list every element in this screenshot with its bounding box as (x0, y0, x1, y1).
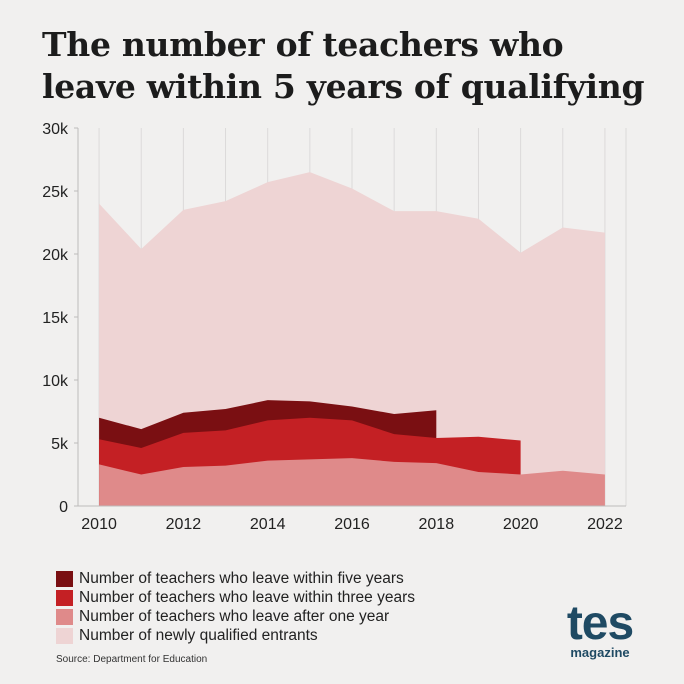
area-series (99, 172, 605, 506)
source-note: Source: Department for Education (56, 654, 208, 665)
legend-item: Number of newly qualified entrants (56, 626, 415, 645)
x-tick-label: 2014 (250, 516, 286, 533)
tes-magazine-logo: tes magazine (560, 597, 640, 660)
y-tick-label: 25k (42, 184, 69, 201)
y-tick-label: 20k (42, 247, 69, 264)
legend-swatch (56, 589, 73, 606)
legend-label: Number of teachers who leave after one y… (79, 607, 390, 625)
legend-swatch (56, 608, 73, 625)
axes: 0 5k 10k 15k 20k 25k 30k 2010 2012 2014 2016 2018 20… (42, 121, 626, 533)
y-tick-label: 0 (59, 499, 68, 516)
legend-item: Number of teachers who leave after one y… (56, 607, 415, 626)
legend-label: Number of teachers who leave within thre… (79, 588, 415, 606)
x-tick-label: 2018 (419, 516, 455, 533)
y-tick-label: 5k (51, 436, 69, 453)
y-tick-label: 10k (42, 373, 69, 390)
legend-item: Number of teachers who leave within five… (56, 569, 415, 588)
area-chart: 0 5k 10k 15k 20k 25k 30k 2010 2012 2014 2016 2018 20… (42, 121, 627, 533)
x-tick-label: 2020 (503, 516, 539, 533)
x-tick-label: 2012 (166, 516, 202, 533)
x-tick-label: 2016 (334, 516, 370, 533)
y-tick-label: 15k (42, 310, 69, 327)
chart-title: The number of teachers who leave within … (42, 25, 645, 106)
legend: Number of teachers who leave within five… (56, 569, 415, 645)
x-tick-label: 2010 (81, 516, 117, 533)
logo-brand: tes (566, 597, 634, 650)
logo-sub: magazine (570, 645, 630, 660)
legend-label: Number of newly qualified entrants (79, 626, 318, 644)
legend-item: Number of teachers who leave within thre… (56, 588, 415, 607)
x-tick-label: 2022 (587, 516, 623, 533)
legend-swatch (56, 627, 73, 644)
y-tick-label: 30k (42, 121, 69, 138)
legend-swatch (56, 570, 73, 587)
legend-label: Number of teachers who leave within five… (79, 569, 404, 587)
area-number-of-teachers-who-leave-after-one-year (99, 458, 605, 506)
